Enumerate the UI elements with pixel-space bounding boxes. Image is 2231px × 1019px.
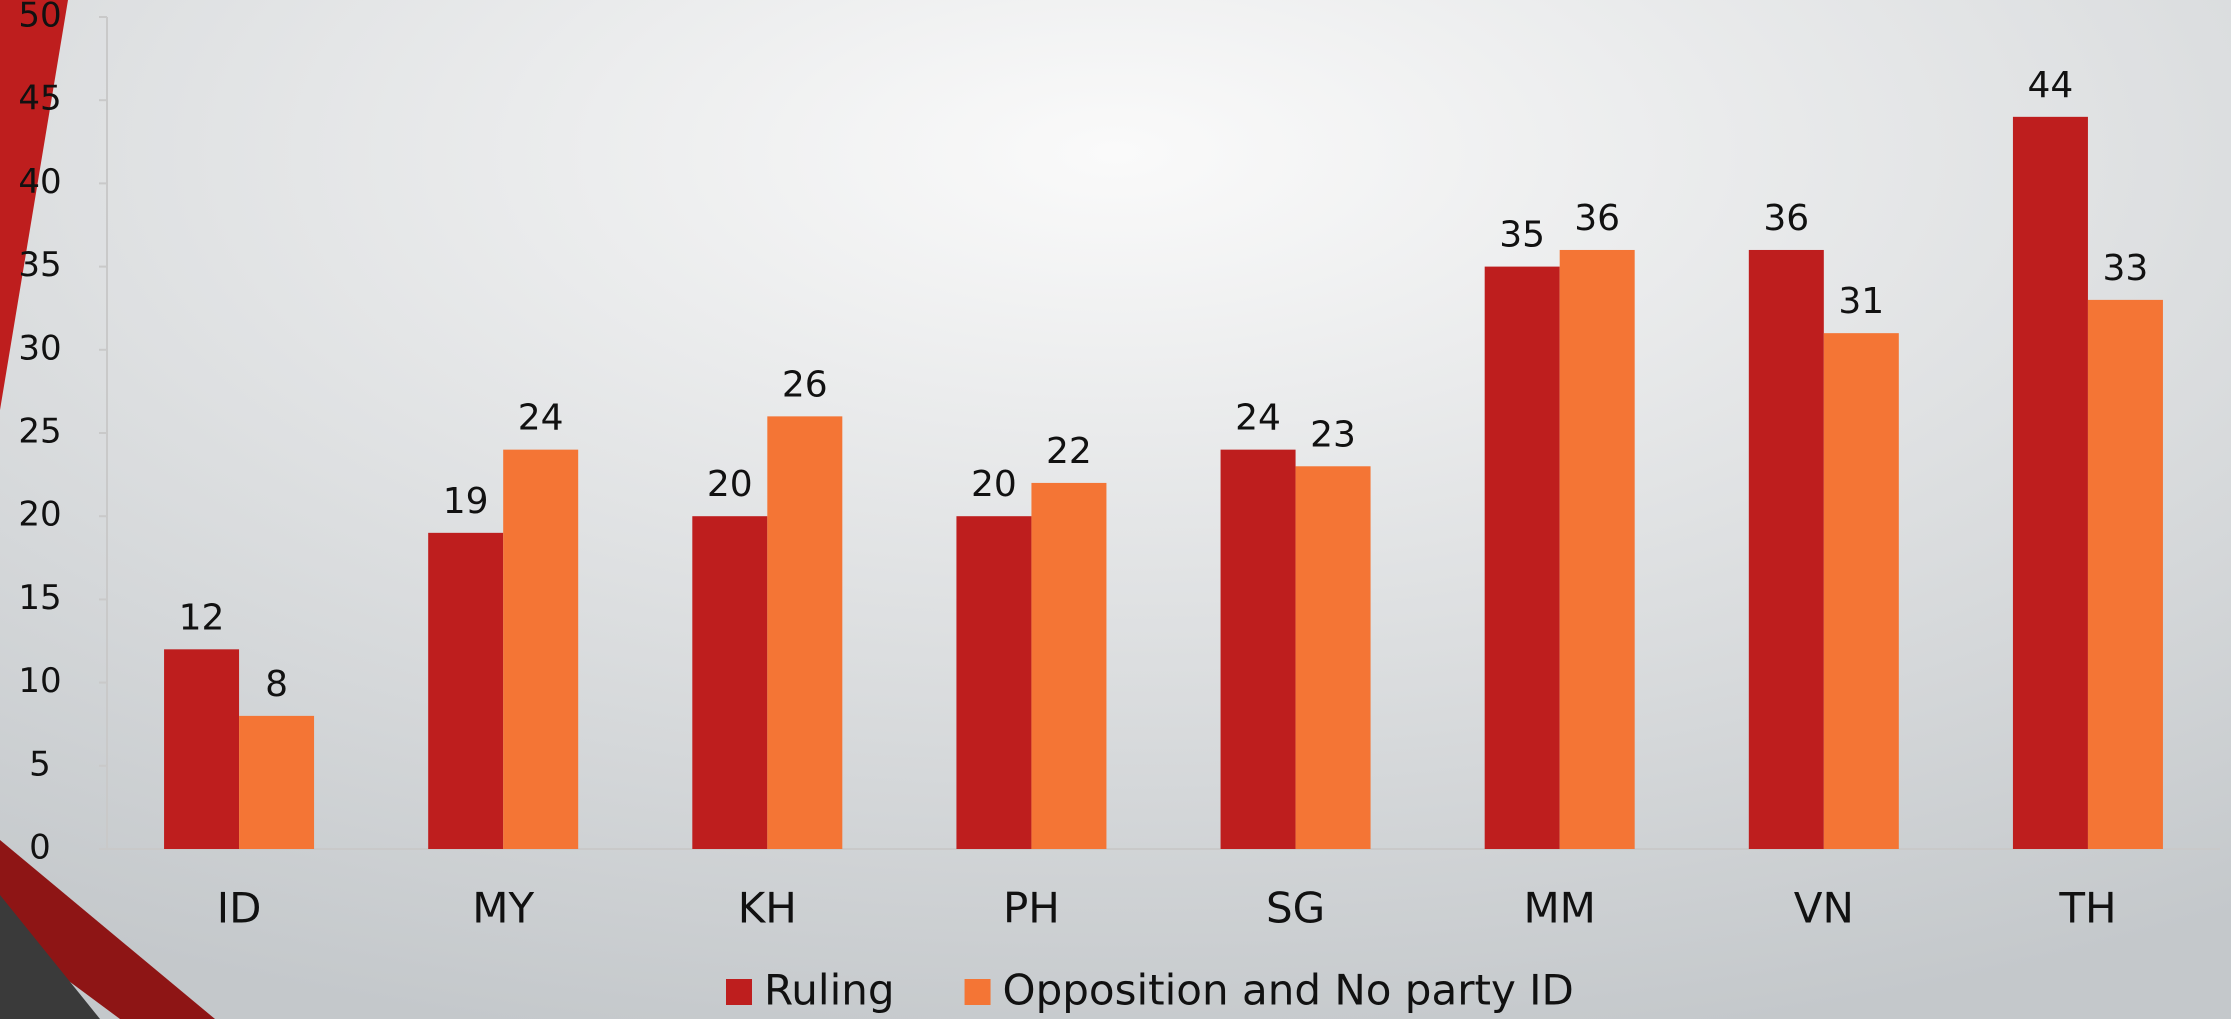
value-label: 44 — [2028, 65, 2074, 106]
value-label: 20 — [971, 464, 1017, 505]
value-label: 20 — [707, 464, 753, 505]
y-tick-label: 30 — [18, 328, 61, 368]
bar — [503, 449, 579, 849]
x-tick-label: PH — [1003, 884, 1060, 933]
x-tick-label: MM — [1523, 884, 1595, 933]
value-label: 8 — [265, 664, 288, 705]
legend-swatch — [726, 979, 752, 1005]
x-tick-label: MY — [472, 884, 534, 933]
value-label: 31 — [1838, 281, 1884, 322]
bar — [2012, 116, 2088, 850]
value-label: 26 — [782, 364, 828, 405]
bar — [1823, 333, 1899, 849]
decor-stripe — [0, 895, 100, 1019]
y-tick-label: 0 — [29, 828, 51, 868]
x-tick-label: VN — [1794, 884, 1854, 933]
decor-stripe — [0, 840, 215, 1019]
y-tick-label: 10 — [18, 661, 61, 701]
x-tick-label: SG — [1266, 884, 1325, 933]
value-label: 23 — [1310, 414, 1356, 455]
value-label: 22 — [1046, 431, 1092, 472]
value-label: 36 — [1763, 198, 1809, 239]
bar — [1748, 249, 1824, 849]
y-tick-label: 25 — [18, 412, 61, 452]
bar — [1484, 266, 1560, 850]
value-label: 33 — [2103, 248, 2149, 289]
y-tick-label: 35 — [18, 245, 61, 285]
bar — [692, 516, 768, 849]
y-tick-label: 45 — [18, 79, 61, 119]
value-label: 36 — [1574, 198, 1620, 239]
bar — [2087, 299, 2163, 849]
decor-stripe — [0, 0, 68, 410]
legend-label: Opposition and No party ID — [1003, 966, 1574, 1015]
bar — [956, 516, 1032, 849]
legend-swatch — [964, 979, 991, 1005]
y-tick-label: 50 — [18, 0, 61, 36]
bar — [1295, 466, 1371, 849]
x-tick-label: KH — [738, 884, 797, 933]
legend-label: Ruling — [764, 966, 895, 1015]
bar — [1031, 482, 1107, 849]
y-tick-label: 40 — [18, 162, 61, 202]
bar — [767, 416, 843, 849]
y-tick-label: 15 — [18, 578, 61, 618]
value-label: 24 — [1235, 398, 1281, 439]
x-tick-label: ID — [217, 884, 262, 933]
y-tick-label: 20 — [18, 495, 61, 535]
value-label: 35 — [1499, 215, 1545, 256]
value-label: 12 — [179, 597, 225, 638]
bar — [239, 715, 315, 849]
bar — [1220, 449, 1296, 849]
x-tick-label: TH — [2058, 884, 2116, 933]
value-label: 24 — [518, 398, 564, 439]
y-tick-label: 5 — [29, 744, 51, 784]
bar — [428, 532, 504, 849]
bar — [1559, 249, 1635, 849]
bar — [164, 649, 240, 849]
value-label: 19 — [443, 481, 489, 522]
